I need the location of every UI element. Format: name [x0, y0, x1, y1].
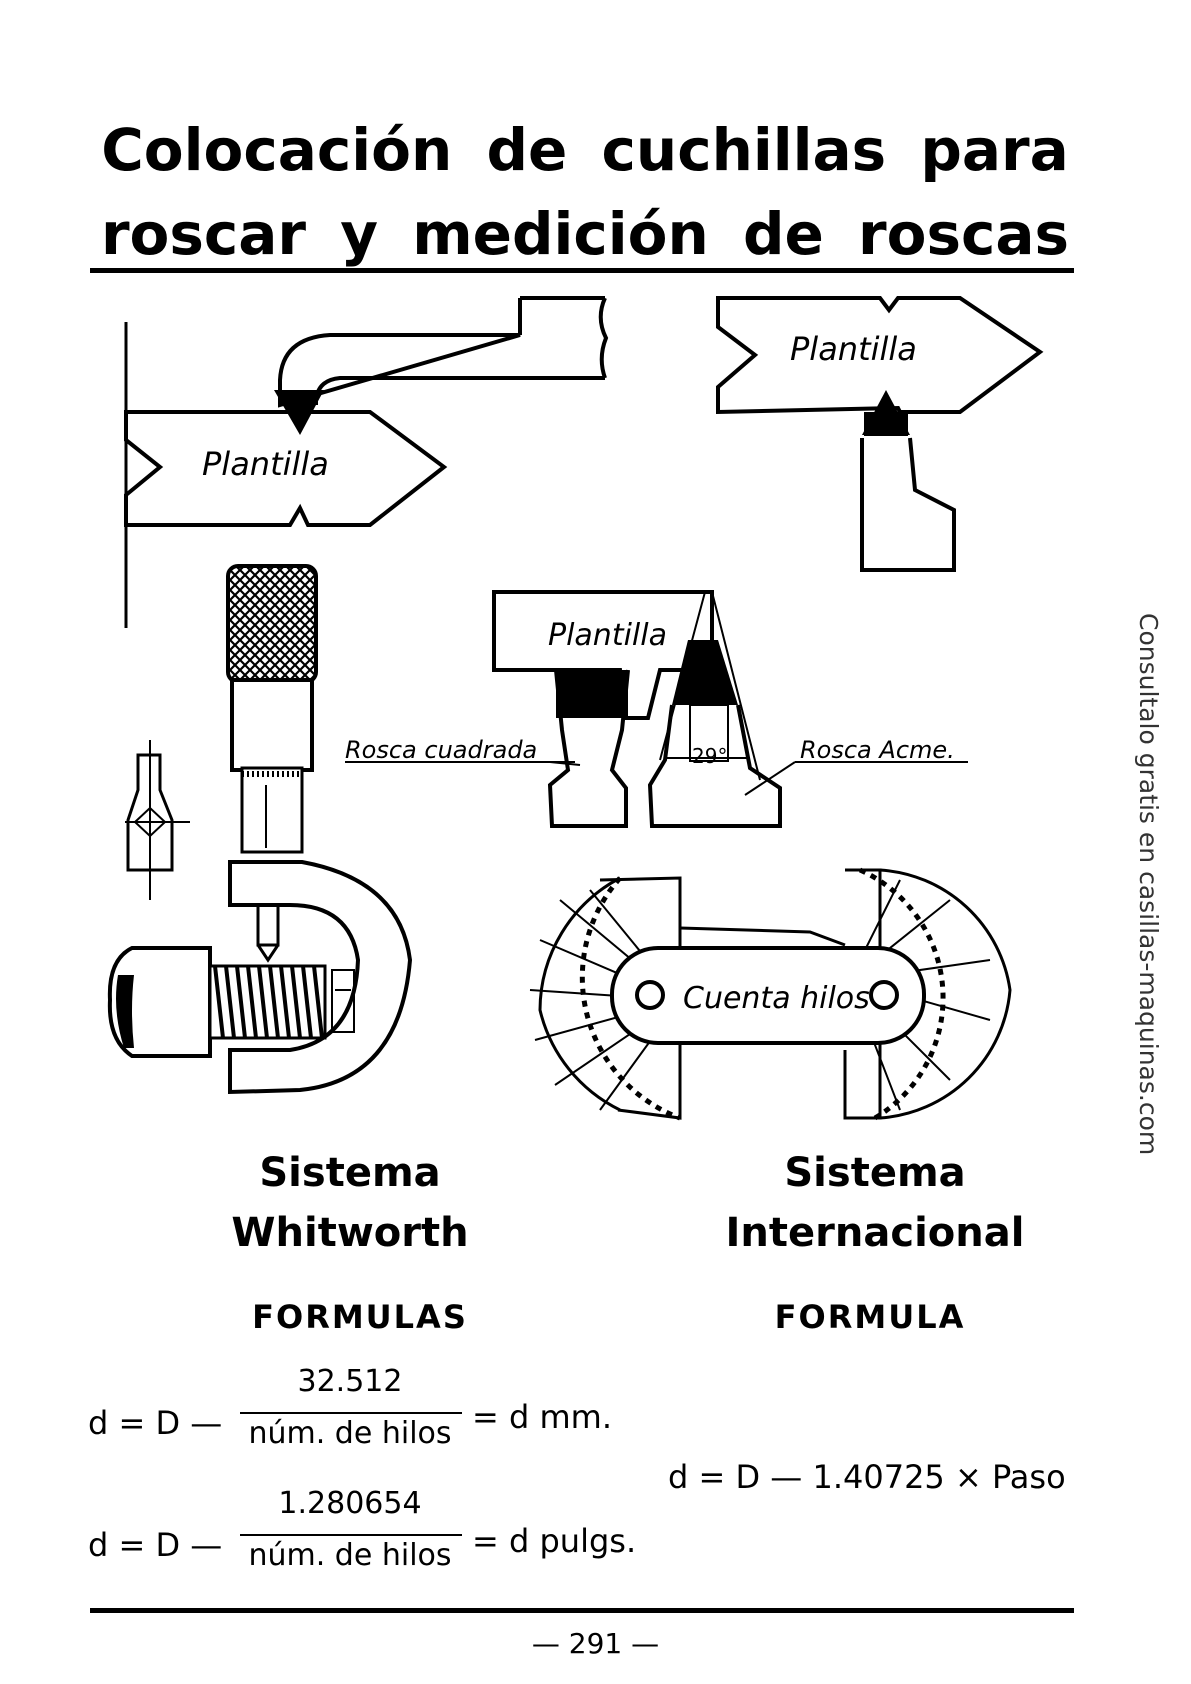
footer-rule: [90, 1608, 1074, 1613]
spindle: [256, 903, 280, 947]
plantilla-left-shape: [124, 410, 448, 527]
ratchet-knob: [226, 564, 318, 684]
left-template-setup: Plantilla: [124, 296, 609, 628]
acme-tool: [647, 704, 782, 828]
internacional-formula: d = D — 1.40725 × Paso: [668, 1458, 1066, 1496]
fraction-bar: [240, 1412, 462, 1414]
formula-1-denominator: núm. de hilos: [248, 1416, 452, 1451]
formula-1-rhs: = d mm.: [472, 1398, 612, 1436]
page-number: — 291 —: [531, 1627, 660, 1660]
formula-2-numerator: 1.280654: [278, 1486, 422, 1521]
title-line-2: roscar y medición de roscas: [100, 200, 1070, 268]
right-template-setup: Plantilla: [716, 296, 1044, 572]
left-fan-teeth: [579, 876, 681, 1121]
formula-label: FORMULA: [774, 1298, 966, 1336]
center-templates: Plantilla 29° Rosca cuadrada Rosca Acme.: [345, 590, 968, 828]
formula-1-lhs: d = D —: [88, 1404, 223, 1442]
acme-tool-tip: [672, 640, 738, 705]
formula-1-numerator: 32.512: [297, 1364, 403, 1399]
page-title: Colocación de cuchillas para roscar y me…: [90, 108, 1080, 276]
rosca-cuadrada-label: Rosca cuadrada: [345, 736, 537, 764]
thread-gauge: Cuenta hilos: [529, 867, 1012, 1121]
plantilla-right-shape: [716, 296, 1044, 415]
gauge-handle: [610, 946, 926, 1045]
plantilla-center-shape: [492, 590, 714, 720]
whitworth-title: Sistema Whitworth: [231, 1150, 469, 1256]
formulas-label: FORMULAS: [252, 1298, 468, 1336]
internacional-title: Sistema Internacional: [725, 1150, 1025, 1256]
angle-label: 29°: [692, 744, 727, 768]
plantilla-center-label: Plantilla: [548, 618, 667, 653]
cuenta-hilos-label: Cuenta hilos: [683, 981, 870, 1016]
title-line-1: Colocación de cuchillas para: [101, 116, 1069, 184]
thread-tools-illustration: Plantilla Plantilla Plantilla 29° Rosca …: [107, 296, 1044, 1121]
sleeve: [240, 766, 304, 854]
fraction-bar: [240, 1534, 462, 1536]
tool-holder: [278, 296, 609, 408]
tool-right: [860, 437, 956, 572]
plantilla-right-label: Plantilla: [790, 330, 917, 368]
frame: [228, 860, 413, 1095]
header-rule: [90, 268, 1074, 273]
plantilla-left-label: Plantilla: [202, 445, 329, 483]
square-tool-tip: [556, 670, 628, 718]
workpiece-body: [107, 946, 212, 1058]
rosca-acme-label: Rosca Acme.: [800, 736, 955, 764]
micrometer: [107, 564, 413, 1095]
formula-2-denominator: núm. de hilos: [248, 1538, 452, 1573]
formula-2-lhs: d = D —: [88, 1526, 223, 1564]
square-tool: [547, 669, 630, 828]
formula-2-rhs: = d pulgs.: [472, 1522, 637, 1560]
anvil-detail: [126, 753, 174, 872]
